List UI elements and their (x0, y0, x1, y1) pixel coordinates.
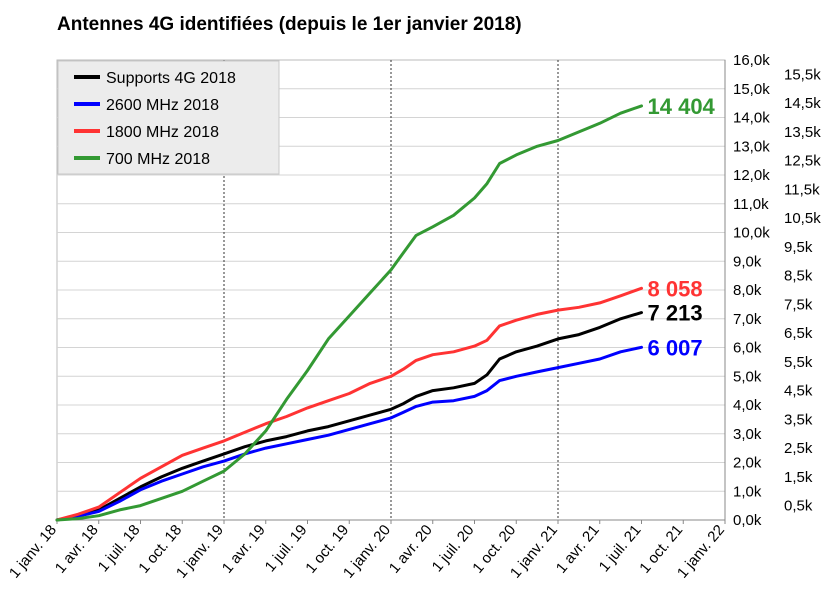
y-right-tick-label: 7,5k (784, 296, 813, 313)
y-axis-right-tick-labels: 0,5k 1,5k 2,5k 3,5k 4,5k 5,5k 6,5k 7,5k 8,5k 9,5k… (784, 66, 821, 514)
series-lines (55, 104, 643, 522)
y-left-tick-label: 3,0k (733, 426, 762, 443)
y-right-tick-label: 3,5k (784, 411, 813, 428)
y-left-tick-label: 2,0k (733, 455, 762, 472)
chart-title: Antennes 4G identifiées (depuis le 1er j… (57, 14, 522, 35)
y-right-tick-label: 1,5k (784, 469, 813, 486)
y-right-tick-label: 13,5k (784, 124, 821, 141)
series-end-label: 6 007 (648, 335, 703, 360)
series-end-labels: 7 213 6 007 8 058 14 404 (648, 94, 716, 360)
y-left-tick-label: 5,0k (733, 368, 762, 385)
y-left-tick-label: 9,0k (733, 253, 762, 270)
series-end-label: 14 404 (648, 94, 716, 119)
series-end-label: 7 213 (648, 301, 703, 326)
y-right-tick-label: 15,5k (784, 66, 821, 83)
y-left-tick-label: 0,0k (733, 512, 762, 529)
y-left-tick-label: 6,0k (733, 340, 762, 357)
x-tick-label: 1 avr. 18 (52, 522, 102, 577)
x-tick-label: 1 avr. 20 (386, 522, 436, 577)
y-right-tick-label: 2,5k (784, 440, 813, 457)
y-right-tick-label: 8,5k (784, 268, 813, 285)
y-right-tick-label: 5,5k (784, 354, 813, 371)
series-line-1 (55, 345, 643, 522)
legend-box (57, 60, 280, 175)
x-tick-label: 1 janv. 18 (6, 522, 60, 582)
y-left-tick-label: 13,0k (733, 138, 770, 155)
y-left-tick-label: 4,0k (733, 397, 762, 414)
y-right-tick-label: 12,5k (784, 153, 821, 170)
y-left-tick-label: 16,0k (733, 52, 770, 69)
grid (56, 59, 726, 524)
y-right-tick-label: 14,5k (784, 95, 821, 112)
y-right-tick-label: 11,5k (784, 181, 820, 198)
x-axis-tick-labels: 1 janv. 181 avr. 181 juil. 181 oct. 181 … (6, 522, 728, 582)
legend-entry: 1800 MHz 2018 (106, 124, 219, 141)
y-left-tick-label: 7,0k (733, 311, 762, 328)
y-right-tick-label: 0,5k (784, 498, 813, 515)
y-left-tick-label: 8,0k (733, 282, 762, 299)
y-left-tick-label: 12,0k (733, 167, 770, 184)
series-line-3 (55, 104, 643, 522)
legend-entry: Supports 4G 2018 (106, 70, 236, 87)
x-tick-label: 1 avr. 19 (219, 522, 269, 577)
series-end-label: 8 058 (648, 276, 703, 301)
x-tick-label: 1 avr. 21 (553, 522, 603, 577)
y-axis-left-tick-labels: 0,0k 1,0k 2,0k 3,0k 4,0k 5,0k 6,0k 7,0k 8,0k 9,0k… (733, 52, 770, 529)
y-left-tick-label: 11,0k (733, 196, 769, 213)
legend-entry: 2600 MHz 2018 (106, 97, 219, 114)
y-right-tick-label: 4,5k (784, 383, 813, 400)
y-right-tick-label: 10,5k (784, 210, 821, 227)
y-right-tick-label: 6,5k (784, 325, 813, 342)
series-line-0 (55, 311, 643, 522)
series-line-2 (55, 286, 643, 522)
legend-entry: 700 MHz 2018 (106, 151, 210, 168)
y-left-tick-label: 14,0k (733, 110, 770, 127)
y-right-tick-label: 9,5k (784, 239, 813, 256)
y-left-tick-label: 1,0k (733, 483, 762, 500)
y-left-tick-label: 10,0k (733, 225, 770, 242)
legend: Supports 4G 2018 2600 MHz 2018 1800 MHz 20… (57, 60, 280, 175)
y-left-tick-label: 15,0k (733, 81, 770, 98)
